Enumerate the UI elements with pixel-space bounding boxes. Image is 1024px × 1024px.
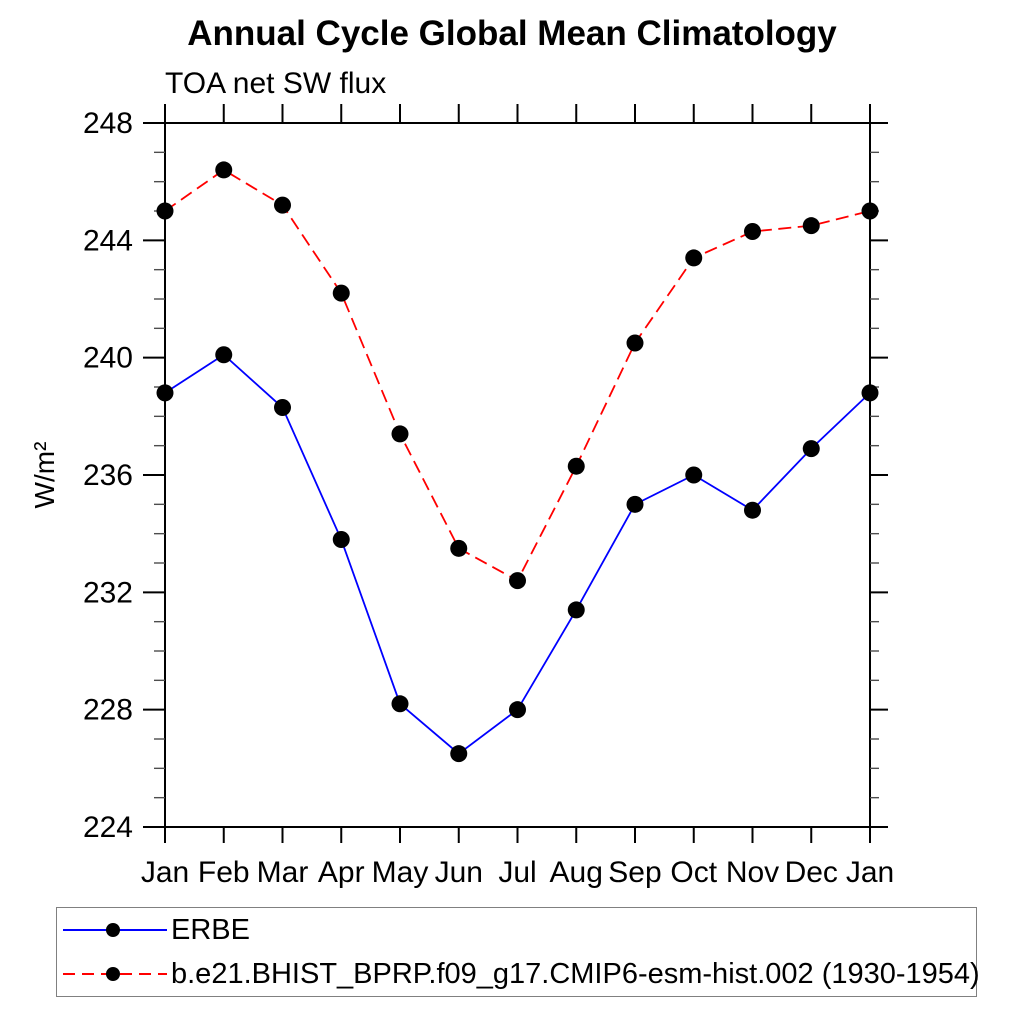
- data-point-marker: [861, 384, 879, 402]
- y-tick-label: 224: [83, 811, 133, 844]
- x-tick-label: Apr: [318, 856, 365, 889]
- data-point-marker: [215, 346, 233, 364]
- data-point-marker: [626, 334, 644, 352]
- series-erbe: [156, 346, 879, 763]
- line-chart: 224 228 232 236 240 244 248 Jan Feb Mar Apr May Jun J…: [83, 104, 894, 889]
- chart-title: Annual Cycle Global Mean Climatology: [187, 14, 837, 53]
- x-tick-label: May: [372, 856, 429, 889]
- data-point-marker: [450, 745, 468, 763]
- y-tick-label: 232: [83, 576, 133, 609]
- data-point-marker: [450, 539, 468, 557]
- data-point-marker: [274, 399, 291, 417]
- x-tick-label: Jul: [498, 856, 536, 889]
- y-tick-label: 244: [83, 224, 133, 257]
- data-point-marker: [509, 572, 526, 590]
- data-point-marker: [861, 202, 879, 220]
- data-point-marker: [274, 196, 291, 214]
- data-point-marker: [391, 695, 409, 713]
- x-tick-label: Jun: [435, 856, 483, 889]
- data-point-marker: [567, 457, 585, 475]
- x-tick-label: Sep: [608, 856, 661, 889]
- data-point-marker: [215, 161, 233, 179]
- data-point-marker: [567, 601, 585, 619]
- legend-line-sample-solid-icon: [63, 923, 167, 937]
- x-tick-label: Nov: [726, 856, 779, 889]
- x-tick-label: Aug: [550, 856, 603, 889]
- plot-box: [164, 122, 871, 828]
- data-point-marker: [744, 223, 761, 241]
- data-point-marker: [156, 202, 174, 220]
- data-point-marker: [332, 531, 350, 549]
- data-point-marker: [391, 425, 409, 443]
- data-point-marker: [685, 249, 703, 267]
- data-point-marker: [509, 701, 526, 719]
- legend-label-model: b.e21.BHIST_BPRP.f09_g17.CMIP6-esm-hist.…: [171, 957, 980, 990]
- data-point-marker: [332, 284, 350, 302]
- legend-line-sample-dashed-icon: [63, 967, 167, 981]
- data-point-marker: [156, 384, 174, 402]
- legend-marker-icon: [106, 923, 120, 937]
- y-tick-label: 248: [83, 107, 133, 140]
- data-point-marker: [626, 495, 644, 513]
- data-point-marker: [802, 440, 820, 458]
- x-tick-label: Mar: [257, 856, 309, 889]
- chart-subtitle: TOA net SW flux: [165, 67, 387, 100]
- legend: ERBE b.e21.BHIST_BPRP.f09_g17.CMIP6-esm-…: [56, 907, 980, 997]
- legend-item-model: b.e21.BHIST_BPRP.f09_g17.CMIP6-esm-hist.…: [57, 952, 980, 996]
- data-point-marker: [802, 217, 820, 235]
- x-tick-label: Dec: [785, 856, 838, 889]
- y-tick-label: 236: [83, 459, 133, 492]
- legend-marker-icon: [106, 967, 120, 981]
- series-model: [156, 161, 879, 590]
- y-tick-label: 228: [83, 694, 133, 727]
- data-point-marker: [744, 501, 761, 519]
- y-tick-label: 240: [83, 342, 133, 375]
- data-point-marker: [685, 466, 703, 484]
- x-axis-ticks: Jan Feb Mar Apr May Jun Jul Aug Sep Oct Nov Dec Jan: [141, 104, 894, 889]
- y-axis-ticks: 224 228 232 236 240 244 248: [83, 107, 888, 844]
- legend-item-erbe: ERBE: [57, 908, 976, 952]
- x-tick-label: Feb: [198, 856, 250, 889]
- x-tick-label: Jan: [141, 856, 189, 889]
- legend-label-erbe: ERBE: [171, 913, 250, 946]
- x-tick-label: Oct: [670, 856, 717, 889]
- x-tick-label: Jan: [846, 856, 894, 889]
